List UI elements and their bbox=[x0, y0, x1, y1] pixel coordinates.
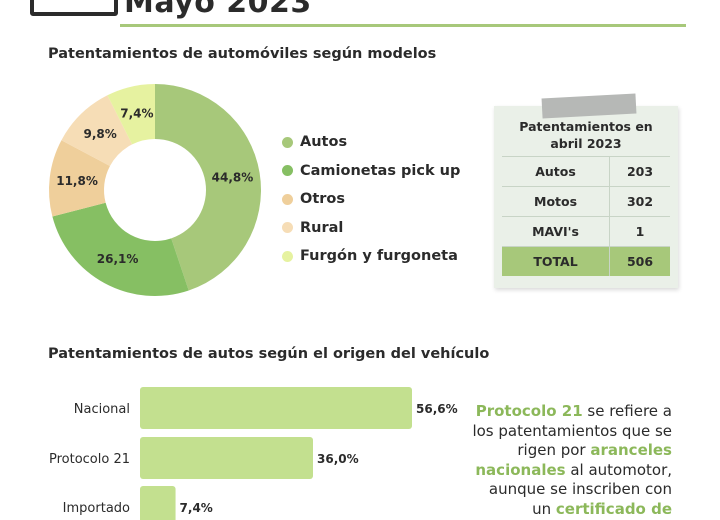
donut-slice bbox=[49, 140, 110, 217]
donut-slice bbox=[155, 84, 262, 291]
donut-chart: 44,8% 26,1% 11,8% 9,8%7,4% bbox=[49, 84, 262, 296]
table-row: Motos 302 bbox=[502, 186, 670, 217]
donut-slice bbox=[107, 84, 155, 145]
donut-slice-label: 44,8% bbox=[212, 170, 254, 184]
bar-value-label: 56,6% bbox=[416, 402, 458, 416]
donut-slice-label: 11,8% bbox=[56, 174, 98, 188]
legend-swatch bbox=[282, 165, 293, 177]
table-cell-value: 1 bbox=[609, 216, 670, 247]
donut-slice bbox=[61, 95, 133, 167]
note-highlight-3: certificado de bbox=[555, 499, 672, 518]
table-cell-value: 203 bbox=[609, 156, 670, 187]
legend-label: Camionetas pick up bbox=[300, 162, 461, 179]
table-header-line1: Patentamientos en bbox=[519, 119, 653, 134]
table-cell-value: 302 bbox=[609, 186, 670, 217]
page-title: Mayo 2023 bbox=[124, 0, 312, 20]
legend-label: Otros bbox=[300, 191, 346, 208]
table-row: MAVI's 1 bbox=[502, 216, 670, 247]
registrations-table: Patentamientos en abril 2023 Autos 203 M… bbox=[502, 114, 670, 276]
legend-label: Rural bbox=[300, 219, 344, 236]
donut-section-title: Patentamientos de automóviles según mode… bbox=[48, 46, 437, 62]
legend-swatch bbox=[282, 193, 293, 205]
legend-item: Camionetas pick up bbox=[282, 157, 460, 186]
legend-swatch bbox=[282, 250, 293, 262]
legend-item: Furgón y furgoneta bbox=[282, 242, 460, 271]
table-total-row: TOTAL 506 bbox=[502, 246, 670, 276]
legend-swatch bbox=[282, 136, 293, 148]
note-highlight-2: aranceles nacionales bbox=[475, 441, 672, 479]
bar bbox=[140, 437, 314, 479]
legend-item: Rural bbox=[282, 214, 460, 243]
bar-section-title: Patentamientos de autos según el origen … bbox=[48, 346, 490, 362]
bar-value-label: 7,4% bbox=[180, 501, 213, 515]
note-highlight-1: Protocolo 21 bbox=[475, 402, 583, 420]
legend-item: Autos bbox=[282, 128, 460, 157]
donut-slice-label: 7,4% bbox=[120, 107, 153, 121]
table-total-label: TOTAL bbox=[502, 246, 610, 276]
donut-slice-label: 26,1% bbox=[97, 252, 139, 266]
legend-swatch bbox=[282, 222, 293, 234]
legend-label: Furgón y furgoneta bbox=[300, 248, 458, 265]
header-box-decoration bbox=[30, 0, 118, 16]
table-cell-label: Motos bbox=[502, 186, 610, 217]
bar bbox=[140, 387, 412, 429]
bar-chart: Nacional 56,6% Protocolo 21 36,0% Importado 7… bbox=[49, 387, 458, 520]
legend-label: Autos bbox=[300, 134, 348, 151]
donut-legend: Autos Camionetas pick up Otros Rural Furgón … bbox=[282, 128, 460, 271]
table-cell-label: Autos bbox=[502, 156, 610, 187]
bar-value-label: 36,0% bbox=[317, 452, 359, 466]
table-header-line2: abril 2023 bbox=[550, 136, 622, 151]
note-text-1: se refiere a los patentamientos que se r… bbox=[472, 402, 672, 459]
bar-category-label: Importado bbox=[63, 501, 130, 516]
table-header: Patentamientos en abril 2023 bbox=[502, 114, 670, 157]
table-total-value: 506 bbox=[609, 246, 670, 276]
donut-slice bbox=[52, 202, 189, 296]
bar-category-label: Protocolo 21 bbox=[49, 452, 130, 467]
bar-category-label: Nacional bbox=[74, 402, 130, 417]
title-rule bbox=[120, 24, 686, 27]
bar bbox=[140, 486, 176, 520]
legend-item: Otros bbox=[282, 185, 460, 214]
protocol-note: Protocolo 21 se refiere a los patentamie… bbox=[470, 402, 672, 519]
donut-slice-label: 9,8% bbox=[84, 127, 117, 141]
note-text-2: al automotor, aunque se inscriben con un bbox=[488, 460, 672, 518]
table-cell-label: MAVI's bbox=[502, 216, 610, 247]
table-row: Autos 203 bbox=[502, 156, 670, 187]
